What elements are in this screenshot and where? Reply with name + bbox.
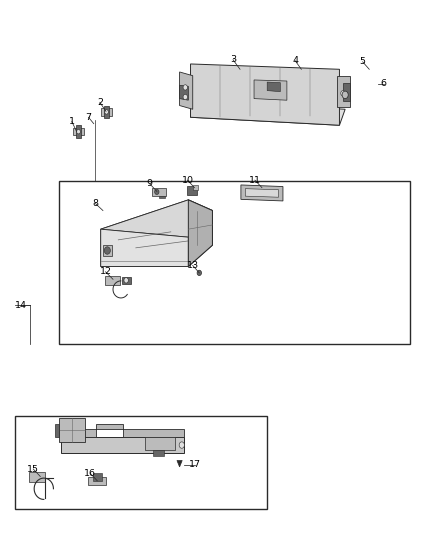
Text: 3: 3 xyxy=(230,55,236,64)
Polygon shape xyxy=(101,200,212,266)
Circle shape xyxy=(104,247,110,254)
Circle shape xyxy=(197,270,201,276)
Polygon shape xyxy=(267,82,280,92)
Polygon shape xyxy=(191,100,345,125)
Text: 6: 6 xyxy=(381,79,387,88)
Circle shape xyxy=(341,91,345,96)
Polygon shape xyxy=(55,424,59,437)
Text: 16: 16 xyxy=(84,469,96,478)
Polygon shape xyxy=(343,83,350,101)
Polygon shape xyxy=(105,276,120,285)
Polygon shape xyxy=(61,437,184,453)
Text: 10: 10 xyxy=(181,176,194,184)
Text: 15: 15 xyxy=(27,465,39,473)
Bar xyxy=(59,181,410,344)
Text: 11: 11 xyxy=(249,176,261,184)
Polygon shape xyxy=(159,196,165,198)
Text: 5: 5 xyxy=(360,58,366,66)
Polygon shape xyxy=(191,64,339,125)
Circle shape xyxy=(124,278,128,283)
Polygon shape xyxy=(180,72,193,109)
Polygon shape xyxy=(180,85,188,100)
Polygon shape xyxy=(73,128,84,135)
Text: 8: 8 xyxy=(92,199,99,208)
Polygon shape xyxy=(241,185,283,201)
Polygon shape xyxy=(337,76,350,107)
Polygon shape xyxy=(145,437,175,450)
Text: 14: 14 xyxy=(15,301,27,310)
Polygon shape xyxy=(193,185,198,190)
Text: 17: 17 xyxy=(189,461,201,469)
Polygon shape xyxy=(93,473,102,481)
Text: 4: 4 xyxy=(292,56,298,65)
Polygon shape xyxy=(61,424,184,437)
Circle shape xyxy=(77,130,80,134)
Polygon shape xyxy=(187,186,197,195)
Polygon shape xyxy=(76,125,81,138)
Polygon shape xyxy=(88,477,106,485)
Polygon shape xyxy=(188,200,212,266)
Circle shape xyxy=(342,91,348,99)
Text: 2: 2 xyxy=(97,98,103,107)
Text: 7: 7 xyxy=(85,113,92,122)
Polygon shape xyxy=(29,472,45,482)
Circle shape xyxy=(105,110,108,114)
Polygon shape xyxy=(104,106,109,118)
Circle shape xyxy=(179,442,184,448)
Polygon shape xyxy=(59,418,85,442)
Polygon shape xyxy=(245,189,279,197)
Polygon shape xyxy=(101,200,212,237)
Text: 9: 9 xyxy=(147,180,153,188)
Polygon shape xyxy=(101,108,112,116)
Circle shape xyxy=(183,85,187,90)
Polygon shape xyxy=(177,461,182,467)
Polygon shape xyxy=(101,229,188,266)
Circle shape xyxy=(155,189,159,195)
Polygon shape xyxy=(122,277,131,284)
Polygon shape xyxy=(153,450,164,456)
Polygon shape xyxy=(254,80,287,100)
Polygon shape xyxy=(103,245,112,256)
Text: 12: 12 xyxy=(99,268,112,276)
Text: 13: 13 xyxy=(187,261,199,270)
Text: 1: 1 xyxy=(69,117,75,126)
Polygon shape xyxy=(152,188,166,196)
Bar xyxy=(15,416,267,509)
Circle shape xyxy=(183,94,187,100)
